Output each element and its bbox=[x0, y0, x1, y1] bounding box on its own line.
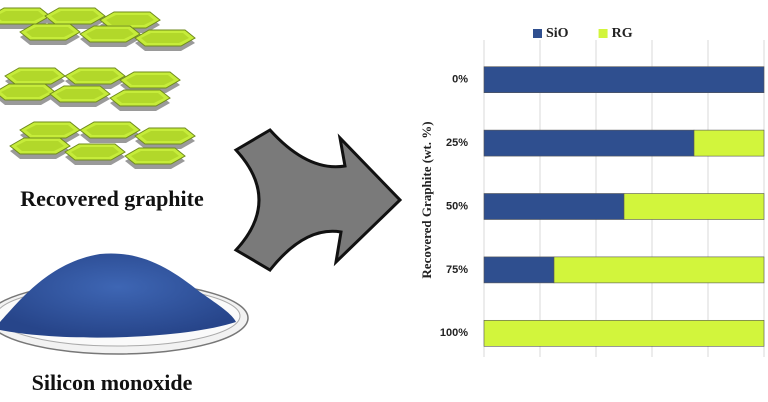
y-tick-label: 0% bbox=[452, 74, 468, 86]
graphite-caption: Recovered graphite bbox=[20, 186, 204, 211]
bar-segment bbox=[483, 66, 765, 93]
y-axis-label: Recovered Graphite (wt. %) bbox=[419, 121, 434, 278]
y-tick-label: 100% bbox=[440, 327, 468, 339]
y-tick-label: 75% bbox=[446, 264, 468, 276]
silicon-illustration bbox=[0, 253, 249, 355]
y-tick-label: 50% bbox=[446, 200, 468, 212]
bar-segment bbox=[483, 193, 625, 220]
bar-segment bbox=[693, 129, 765, 157]
bar-segment bbox=[553, 256, 765, 284]
bar-segment bbox=[483, 319, 765, 347]
legend-swatch bbox=[598, 29, 608, 38]
legend-label: RG bbox=[612, 26, 633, 41]
silicon-caption: Silicon monoxide bbox=[32, 370, 193, 395]
y-tick-label: 25% bbox=[446, 137, 468, 149]
bar-segment bbox=[483, 256, 555, 284]
graphite-illustration bbox=[0, 7, 196, 170]
bar-segment bbox=[483, 129, 695, 157]
legend-swatch bbox=[533, 29, 542, 38]
bar-segment bbox=[623, 193, 765, 220]
merge-arrow bbox=[233, 128, 403, 272]
legend-label: SiO bbox=[546, 26, 569, 41]
